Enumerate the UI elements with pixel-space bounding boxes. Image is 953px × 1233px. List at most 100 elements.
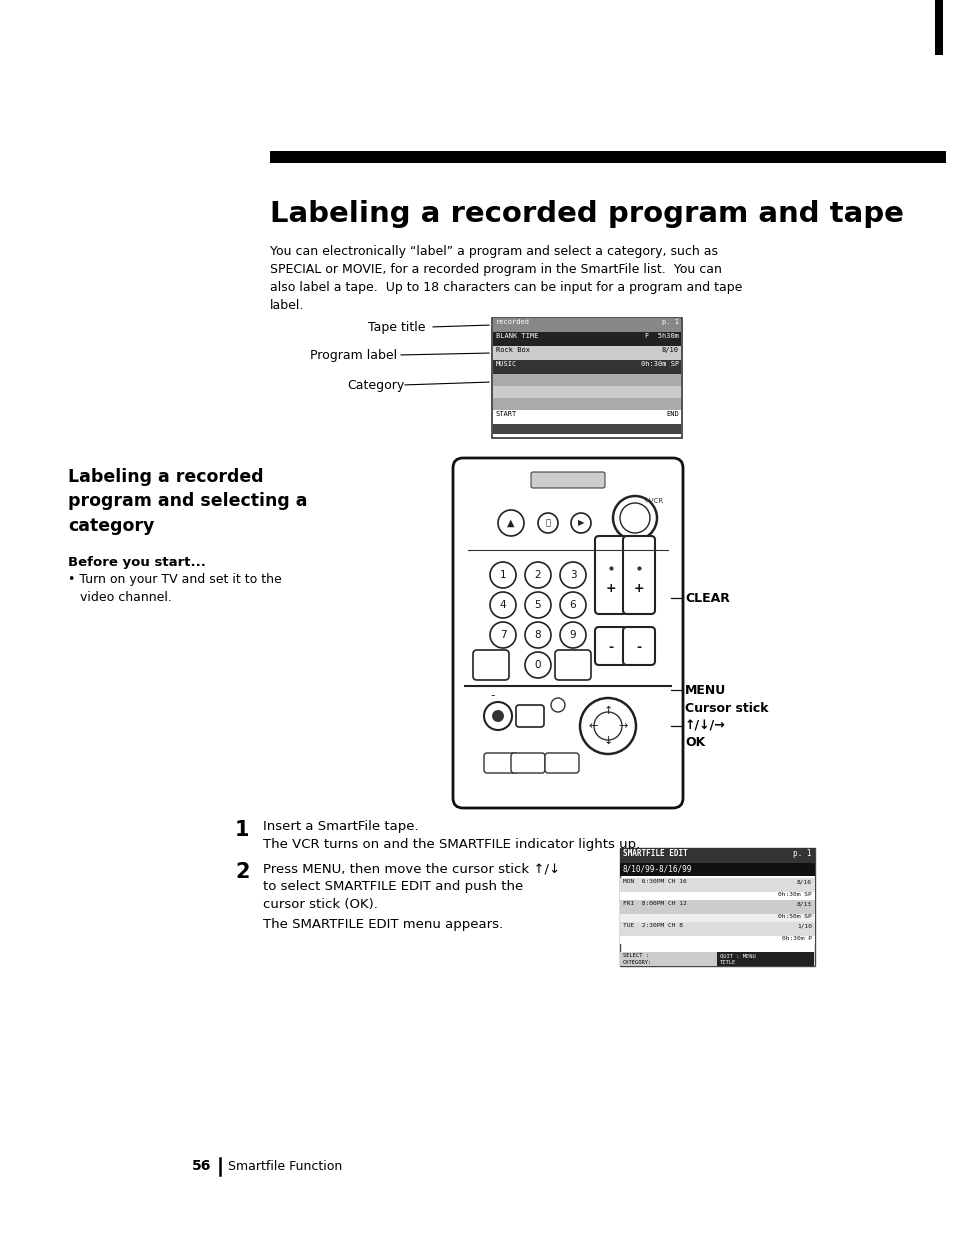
Text: FRI  8:00PM CH 12: FRI 8:00PM CH 12 <box>622 901 686 906</box>
FancyBboxPatch shape <box>531 472 604 488</box>
FancyBboxPatch shape <box>622 628 655 665</box>
Bar <box>619 891 814 900</box>
Text: Before you start...: Before you start... <box>68 556 206 568</box>
FancyBboxPatch shape <box>595 628 626 665</box>
Text: Category: Category <box>347 379 404 392</box>
Circle shape <box>559 592 585 618</box>
FancyBboxPatch shape <box>622 536 655 614</box>
Bar <box>619 848 814 863</box>
Text: You can electronically “label” a program and select a category, such as
SPECIAL : You can electronically “label” a program… <box>270 245 741 312</box>
Text: 8/16: 8/16 <box>796 879 811 884</box>
Text: 56: 56 <box>192 1159 212 1173</box>
Text: ▶: ▶ <box>578 519 583 528</box>
Bar <box>619 936 814 944</box>
Text: +: + <box>633 582 643 594</box>
Text: 0: 0 <box>535 660 540 670</box>
Text: Cursor stick
↑/↓/→
OK: Cursor stick ↑/↓/→ OK <box>684 703 768 750</box>
Bar <box>619 952 814 965</box>
Bar <box>493 398 680 411</box>
Bar <box>619 914 814 922</box>
Text: 5: 5 <box>534 600 540 610</box>
Text: recorded: recorded <box>496 319 530 326</box>
Circle shape <box>594 711 621 740</box>
Bar <box>493 332 680 346</box>
Text: -: - <box>490 689 495 702</box>
FancyBboxPatch shape <box>511 753 544 773</box>
Circle shape <box>490 592 516 618</box>
Text: 4: 4 <box>499 600 506 610</box>
Text: 8: 8 <box>534 630 540 640</box>
Text: +VCR: +VCR <box>642 498 662 504</box>
Text: 8/13: 8/13 <box>796 901 811 906</box>
Text: 9: 9 <box>569 630 576 640</box>
Circle shape <box>483 702 512 730</box>
Bar <box>619 878 814 891</box>
Circle shape <box>551 698 564 711</box>
Text: 6: 6 <box>569 600 576 610</box>
Text: The SMARTFILE EDIT menu appears.: The SMARTFILE EDIT menu appears. <box>263 919 502 931</box>
FancyBboxPatch shape <box>516 705 543 727</box>
Text: Tape title: Tape title <box>368 321 425 333</box>
Text: -: - <box>636 641 640 655</box>
Text: 2: 2 <box>234 862 250 882</box>
Bar <box>493 411 680 424</box>
FancyBboxPatch shape <box>483 753 517 773</box>
Circle shape <box>613 496 657 540</box>
Text: F  5h30m: F 5h30m <box>644 333 679 339</box>
Bar <box>619 848 814 965</box>
FancyBboxPatch shape <box>595 536 626 614</box>
Text: Program label: Program label <box>310 349 396 361</box>
Circle shape <box>524 562 551 588</box>
Bar <box>717 952 813 965</box>
Text: CLEAR: CLEAR <box>684 592 729 604</box>
Circle shape <box>579 698 636 755</box>
Text: MENU: MENU <box>684 683 725 697</box>
Text: Smartfile Function: Smartfile Function <box>228 1159 342 1173</box>
Circle shape <box>492 710 503 723</box>
Text: 8/10: 8/10 <box>661 346 679 353</box>
Text: START: START <box>496 411 517 417</box>
Text: 2: 2 <box>534 570 540 580</box>
Text: 1: 1 <box>234 820 250 840</box>
Text: ↓: ↓ <box>602 736 612 746</box>
Text: 8/10/99-8/16/99: 8/10/99-8/16/99 <box>622 864 692 873</box>
Bar <box>619 900 814 914</box>
Text: →: → <box>618 721 627 731</box>
Text: SMARTFILE EDIT: SMARTFILE EDIT <box>622 850 687 858</box>
Text: p. 1: p. 1 <box>661 319 679 326</box>
Text: Insert a SmartFile tape.: Insert a SmartFile tape. <box>263 820 418 834</box>
Circle shape <box>497 510 523 536</box>
Text: The VCR turns on and the SMARTFILE indicator lights up.: The VCR turns on and the SMARTFILE indic… <box>263 838 639 851</box>
Text: MON  6:30PM CH 16: MON 6:30PM CH 16 <box>622 879 686 884</box>
Text: 0h:30m P: 0h:30m P <box>781 936 811 941</box>
Circle shape <box>524 621 551 649</box>
Bar <box>493 318 680 332</box>
Bar <box>493 360 680 374</box>
Text: END: END <box>665 411 679 417</box>
Text: 0h:30m SP: 0h:30m SP <box>778 891 811 896</box>
Text: MUSIC: MUSIC <box>496 361 517 367</box>
Text: ←: ← <box>588 721 598 731</box>
Text: 0h:50m SP: 0h:50m SP <box>778 914 811 919</box>
Text: 1: 1 <box>499 570 506 580</box>
Text: Labeling a recorded program and tape: Labeling a recorded program and tape <box>270 200 902 228</box>
Bar <box>619 863 814 875</box>
Text: TUE  2:30PM CH 8: TUE 2:30PM CH 8 <box>622 924 682 928</box>
FancyBboxPatch shape <box>453 457 682 808</box>
Bar <box>934 0 942 55</box>
Text: • Turn on your TV and set it to the
   video channel.: • Turn on your TV and set it to the vide… <box>68 573 281 604</box>
Bar <box>493 374 680 386</box>
Circle shape <box>571 513 590 533</box>
FancyBboxPatch shape <box>555 650 590 681</box>
Bar <box>493 424 680 434</box>
Circle shape <box>524 652 551 678</box>
Circle shape <box>619 503 649 533</box>
Bar <box>493 386 680 398</box>
Bar <box>492 318 681 438</box>
Bar <box>619 922 814 936</box>
Text: Rock Box: Rock Box <box>496 346 530 353</box>
Text: ⏸: ⏸ <box>545 519 550 528</box>
Text: 1/10: 1/10 <box>796 924 811 928</box>
Text: CATEGORY:: CATEGORY: <box>622 961 652 965</box>
Text: Press MENU, then move the cursor stick ↑/↓
to select SMARTFILE EDIT and push the: Press MENU, then move the cursor stick ↑… <box>263 862 559 911</box>
